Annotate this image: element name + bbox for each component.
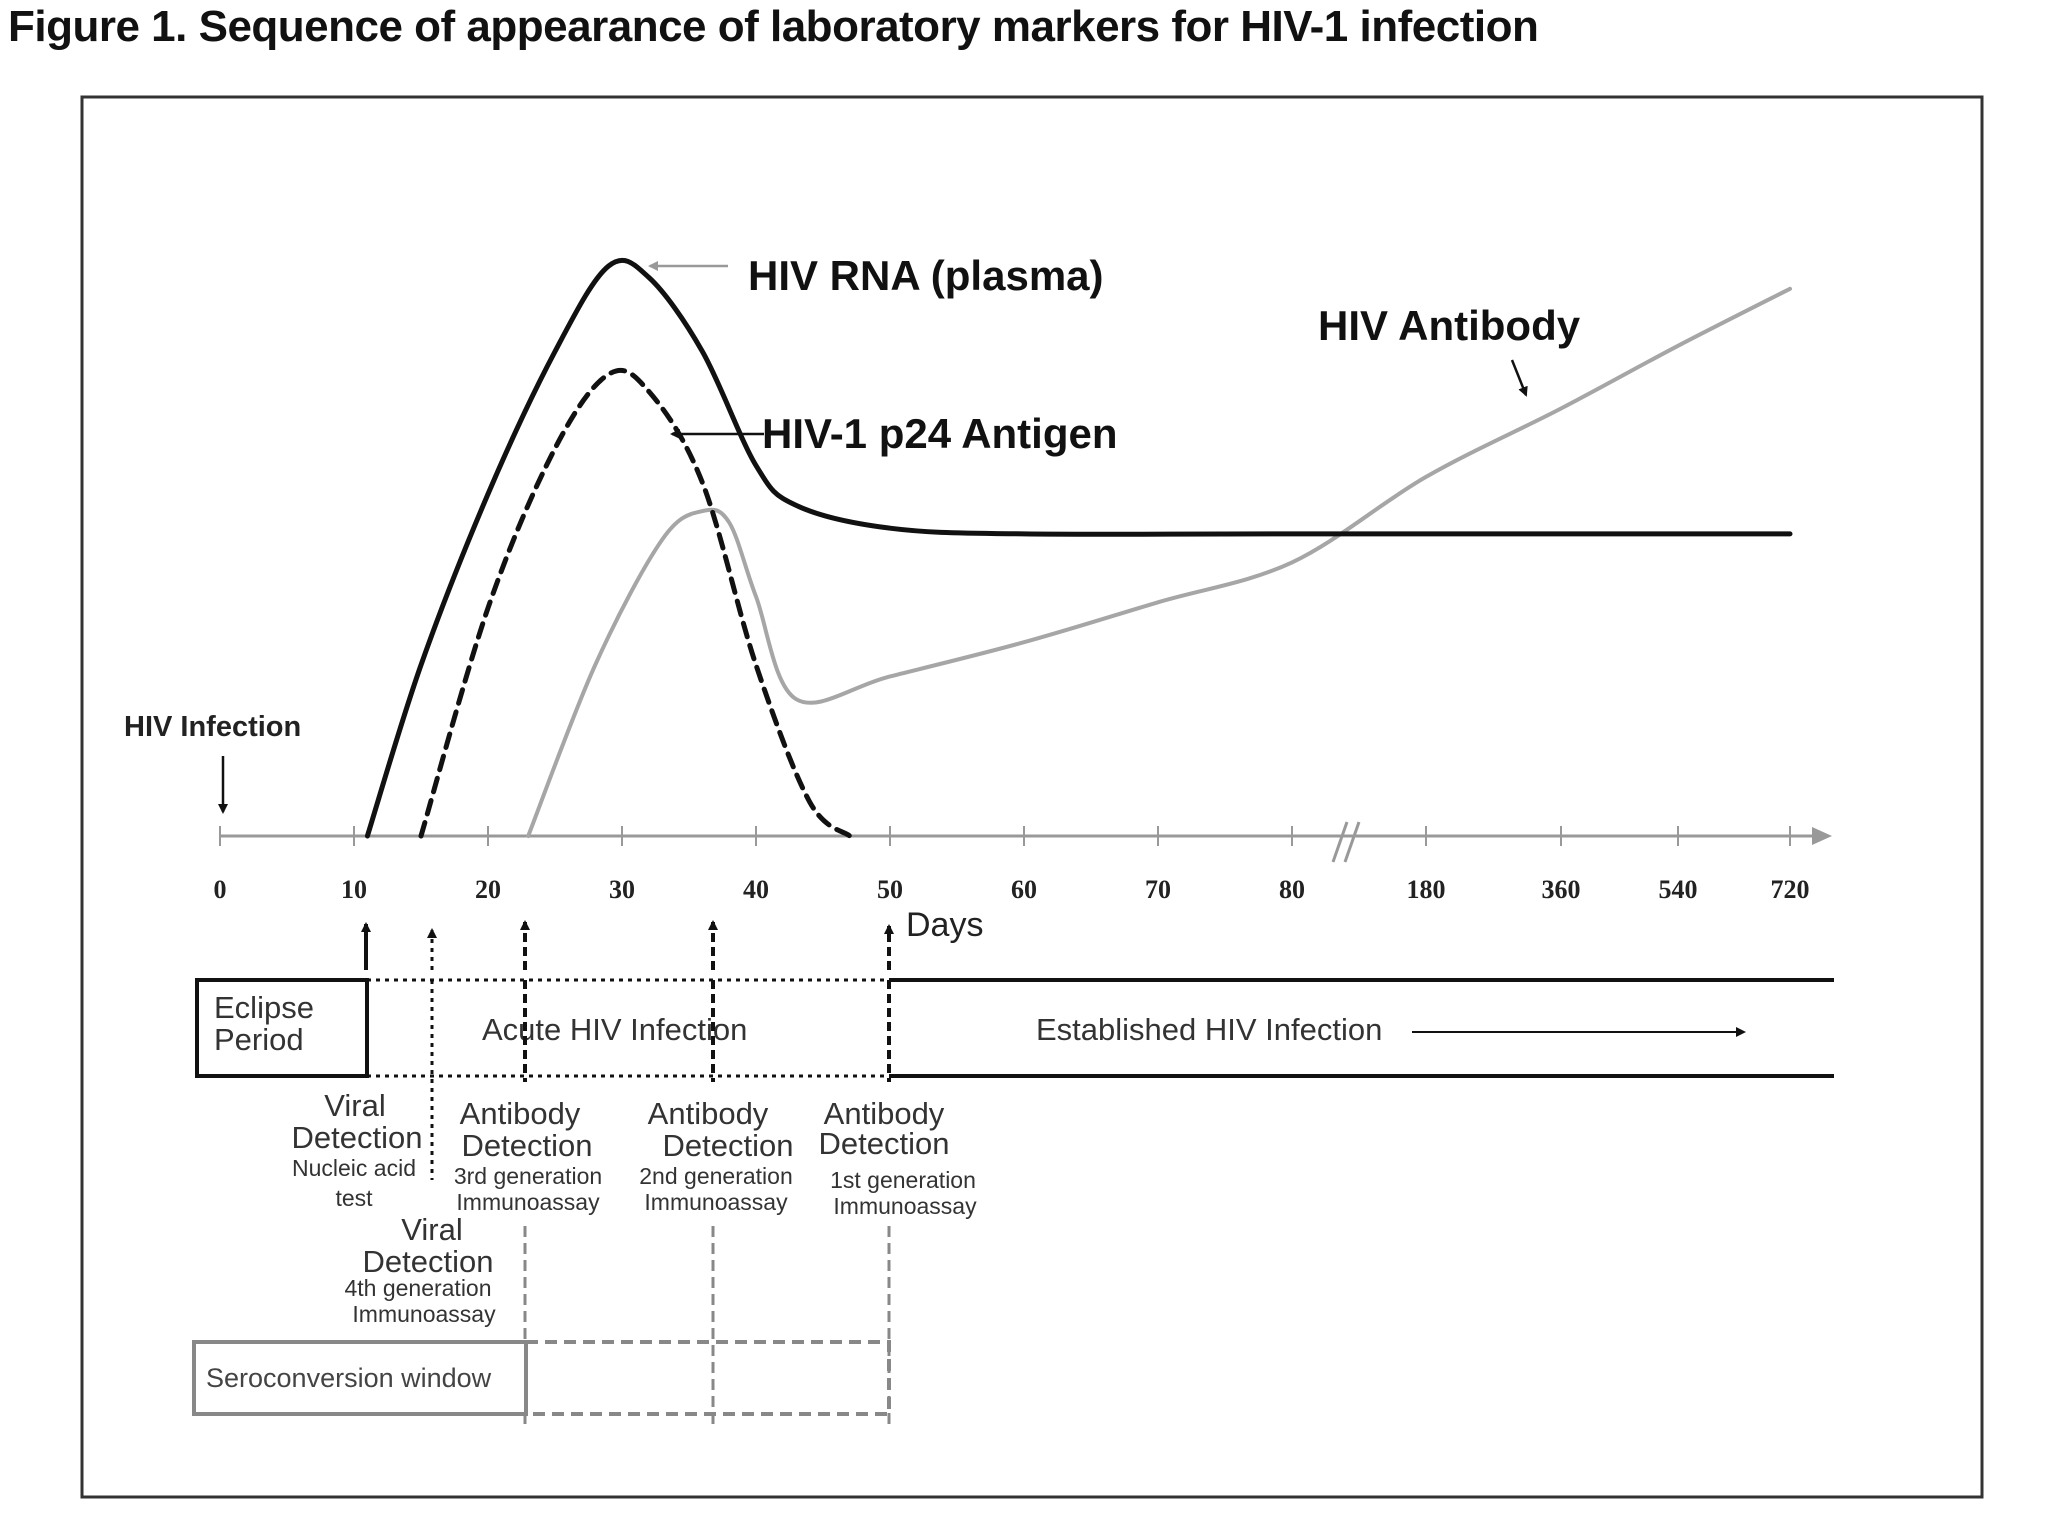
ab-2nd-label: Antibody Detection 2nd generation Immuno… — [639, 1096, 793, 1215]
svg-text:Detection: Detection — [363, 1244, 494, 1279]
series-label-p24: HIV-1 p24 Antigen — [762, 410, 1118, 457]
x-axis-arrow — [1812, 827, 1832, 845]
x-tick-label: 70 — [1145, 875, 1171, 904]
x-tick-label: 30 — [609, 875, 635, 904]
x-tick-label: 540 — [1659, 875, 1698, 904]
axis-break-mark — [1331, 821, 1361, 863]
svg-text:Immunoassay: Immunoassay — [644, 1189, 788, 1215]
ab-1st-label: Antibody Detection 1st generation Immuno… — [819, 1096, 978, 1219]
svg-text:Immunoassay: Immunoassay — [456, 1189, 600, 1215]
svg-text:Nucleic acid: Nucleic acid — [292, 1155, 416, 1181]
series-layer — [364, 257, 1793, 839]
x-axis-title: Days — [906, 906, 983, 944]
series-arrow-antibody — [1510, 359, 1528, 397]
svg-text:Detection: Detection — [292, 1120, 423, 1155]
series-label-antibody: HIV Antibody — [1318, 302, 1581, 349]
seroconversion-window-dashed — [526, 1340, 891, 1416]
seroconversion-label: Seroconversion window — [206, 1363, 492, 1393]
x-tick-label: 180 — [1407, 875, 1446, 904]
svg-text:Immunoassay: Immunoassay — [833, 1193, 977, 1219]
x-tick-label: 40 — [743, 875, 769, 904]
series-antibody-line — [526, 286, 1792, 838]
viral-4th-label: Viral Detection 4th generation Immunoass… — [344, 1212, 496, 1327]
seroconversion-box — [192, 1340, 528, 1416]
svg-text:Detection: Detection — [462, 1128, 593, 1163]
x-tick-label: 720 — [1771, 875, 1810, 904]
ab-3rd-label: Antibody Detection 3rd generation Immuno… — [454, 1096, 602, 1215]
svg-text:Antibody: Antibody — [824, 1096, 945, 1131]
viral-nat-label: Viral Detection Nucleic acid test — [292, 1088, 423, 1211]
svg-text:3rd generation: 3rd generation — [454, 1163, 602, 1189]
x-tick-label: 360 — [1542, 875, 1581, 904]
svg-text:test: test — [335, 1185, 373, 1211]
x-tick-label: 20 — [475, 875, 501, 904]
svg-text:Viral: Viral — [324, 1088, 385, 1123]
x-axis-tick-labels: 0 10 20 30 40 50 60 70 80 180 360 540 720 — [214, 875, 1810, 904]
figure-title: Figure 1. Sequence of appearance of labo… — [8, 2, 1539, 51]
figure-frame — [80, 95, 1984, 1499]
x-tick-label: 10 — [341, 875, 367, 904]
x-tick-label: 50 — [877, 875, 903, 904]
series-hiv-rna-line — [364, 257, 1793, 839]
svg-text:Detection: Detection — [663, 1128, 794, 1163]
series-label-hiv-rna: HIV RNA (plasma) — [748, 252, 1104, 299]
svg-text:Viral: Viral — [401, 1212, 462, 1247]
series-p24-antigen-line — [418, 367, 853, 839]
svg-text:2nd generation: 2nd generation — [639, 1163, 792, 1189]
hiv-infection-label: HIV Infection — [124, 711, 301, 743]
eclipse-period-box — [195, 978, 369, 1078]
svg-text:4th generation: 4th generation — [344, 1275, 491, 1301]
eclipse-period-label: Eclipse Period — [214, 990, 323, 1057]
x-tick-label: 0 — [214, 875, 227, 904]
x-tick-label: 80 — [1279, 875, 1305, 904]
svg-text:Antibody: Antibody — [648, 1096, 769, 1131]
x-axis-ticks — [219, 826, 1791, 846]
svg-text:1st generation: 1st generation — [830, 1167, 976, 1193]
x-tick-label: 60 — [1011, 875, 1037, 904]
svg-text:Antibody: Antibody — [460, 1096, 581, 1131]
svg-text:Immunoassay: Immunoassay — [352, 1301, 496, 1327]
established-infection-label: Established HIV Infection — [1036, 1012, 1382, 1047]
svg-text:Detection: Detection — [819, 1126, 950, 1161]
acute-infection-label: Acute HIV Infection — [482, 1012, 747, 1047]
